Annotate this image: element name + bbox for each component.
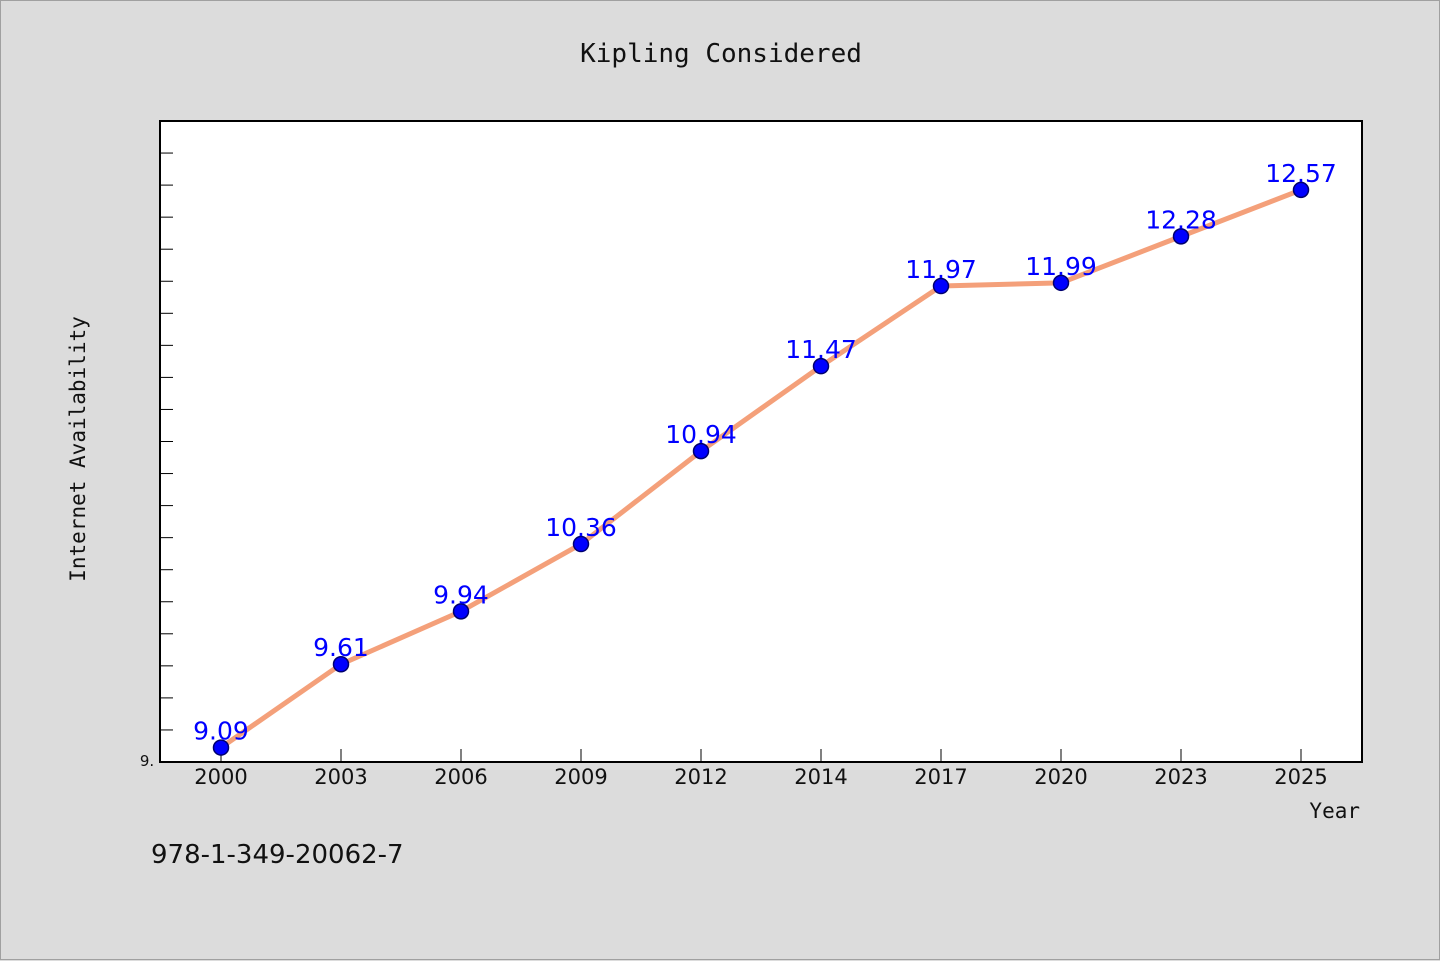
data-point-marker — [1292, 181, 1310, 199]
data-label: 10.94 — [665, 420, 737, 449]
data-label: 10.36 — [545, 513, 617, 542]
y-tick-label: 9. — [140, 752, 154, 770]
x-tick-label: 2017 — [914, 765, 967, 789]
x-tick-label: 2020 — [1034, 765, 1087, 789]
x-tick-label: 2012 — [674, 765, 727, 789]
x-axis-ticks — [220, 749, 1302, 762]
data-point-marker — [332, 655, 350, 673]
y-axis-label: Internet Availability — [66, 316, 90, 582]
data-point-marker — [572, 535, 590, 553]
data-point-marker — [1052, 274, 1070, 292]
series-data-labels: 9.09 9.61 9.94 10.36 10.94 11.47 11.97 11.99 12.… — [193, 159, 1337, 746]
x-tick-label: 2003 — [314, 765, 367, 789]
chart-title: Kipling Considered — [580, 39, 862, 69]
data-label: 12.28 — [1145, 205, 1217, 234]
series-markers — [212, 181, 1310, 756]
data-point-marker — [692, 442, 710, 460]
data-point-marker — [812, 357, 830, 375]
isbn-text: 978-1-349-20062-7 — [151, 840, 404, 870]
data-point-marker — [932, 277, 950, 295]
data-label: 9.94 — [433, 580, 489, 609]
x-tick-label: 2025 — [1274, 765, 1327, 789]
data-label: 9.61 — [313, 633, 369, 662]
data-point-marker — [1172, 228, 1190, 245]
x-tick-label: 2006 — [434, 765, 487, 789]
data-point-marker — [452, 603, 470, 620]
data-point-marker — [212, 739, 230, 756]
data-label: 12.57 — [1265, 159, 1337, 188]
x-tick-label: 2023 — [1154, 765, 1207, 789]
data-label: 11.99 — [1025, 252, 1097, 281]
x-tick-label: 2014 — [794, 765, 847, 789]
data-label: 9.09 — [193, 717, 249, 746]
x-axis-tick-labels: 2000 2003 2006 2009 2012 2014 2017 2020 2023 2025 — [194, 765, 1327, 789]
x-axis-label: Year — [1309, 799, 1360, 823]
x-tick-label: 2009 — [554, 765, 607, 789]
x-tick-label: 2000 — [194, 765, 247, 789]
data-label: 11.47 — [785, 335, 857, 364]
y-axis-ticks — [160, 152, 173, 731]
data-label: 11.97 — [905, 255, 977, 284]
series-line — [218, 187, 1304, 751]
